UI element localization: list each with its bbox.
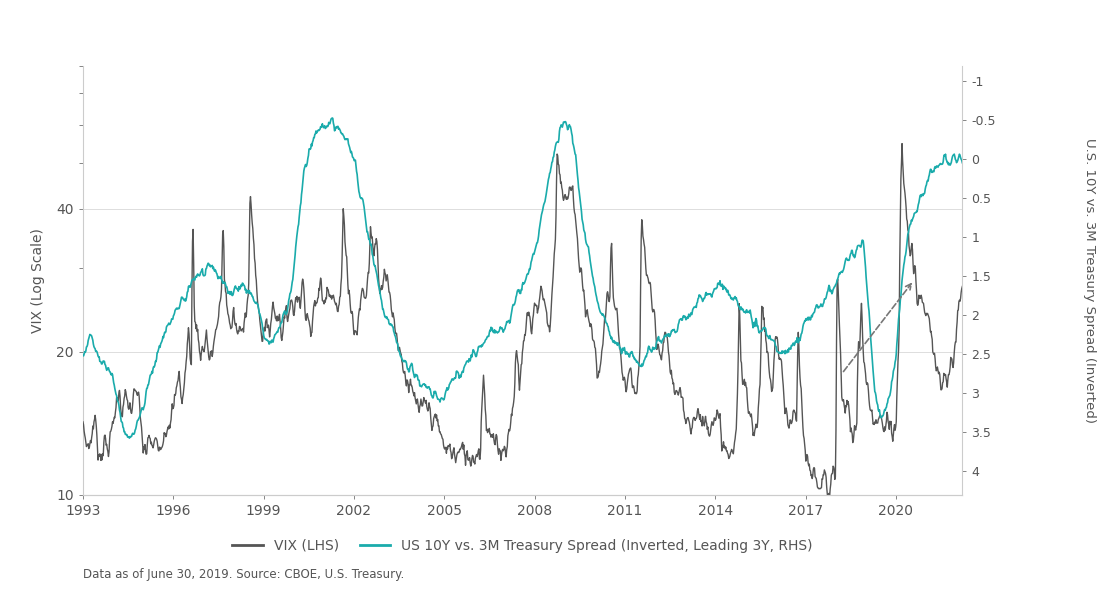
Legend: VIX (LHS), US 10Y vs. 3M Treasury Spread (Inverted, Leading 3Y, RHS): VIX (LHS), US 10Y vs. 3M Treasury Spread… xyxy=(227,533,818,558)
Text: Data as of June 30, 2019. Source: CBOE, U.S. Treasury.: Data as of June 30, 2019. Source: CBOE, … xyxy=(83,568,404,581)
Y-axis label: U.S. 10Y vs. 3M Treasury Spread (Inverted): U.S. 10Y vs. 3M Treasury Spread (Inverte… xyxy=(1083,138,1096,423)
Y-axis label: VIX (Log Scale): VIX (Log Scale) xyxy=(31,228,45,333)
